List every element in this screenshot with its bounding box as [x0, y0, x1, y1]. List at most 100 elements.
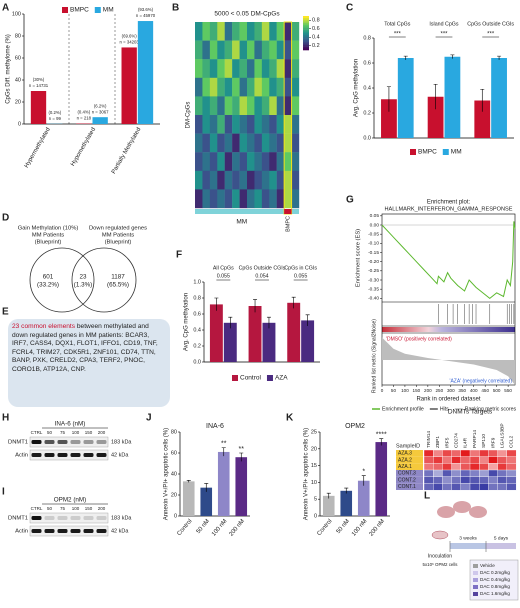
heatmap-cell	[209, 96, 218, 116]
heatmap-cell	[488, 476, 498, 484]
heatmap-cell	[209, 77, 218, 97]
heatmap-cell	[291, 152, 300, 171]
venn-circle	[29, 247, 95, 313]
venn-count: 1187	[111, 274, 125, 281]
positive-label: 'DMSO' (positively correlated)	[386, 336, 452, 342]
heatmap-cell	[506, 469, 517, 478]
colorbar-step	[303, 16, 309, 18]
blot-title: OPM2 (nM)	[54, 497, 87, 504]
heatmap-cell	[451, 463, 462, 471]
y-tick-label: 100	[12, 11, 21, 17]
lane-label: CTRL	[31, 506, 43, 511]
heatmap-cell	[460, 463, 471, 471]
x-tick-label: 300	[447, 388, 455, 393]
y-axis-label: Enrichment score (ES)	[356, 229, 362, 287]
x-tick-label: 100	[401, 388, 409, 393]
y-axis-label: Annexin V+/PI+ apoptotic cells (%)	[304, 428, 310, 520]
heatmap-cell	[217, 170, 225, 190]
heatmap-cell	[217, 133, 225, 153]
heatmap-cell	[261, 152, 270, 171]
bar	[340, 490, 353, 516]
column-label: IRF9	[490, 437, 496, 448]
heatmap-cell	[488, 463, 498, 471]
negative-label: 'AZA' (negatively correlated)	[450, 378, 513, 384]
heatmap-cell	[488, 456, 498, 464]
heatmap-cell	[276, 96, 285, 116]
heatmap-cell	[276, 40, 285, 60]
bar	[427, 96, 444, 138]
value-label: (0.4%)	[78, 110, 91, 115]
y-axis-label: Avg. CpG methylation	[184, 293, 190, 351]
y-tick-label: 10	[311, 480, 317, 486]
description: between methylated and down regulated ge…	[12, 323, 149, 339]
heatmap-cell	[269, 133, 277, 153]
blot-band	[83, 529, 94, 533]
heatmap-cell	[291, 59, 300, 78]
colorbar-step	[303, 41, 309, 44]
x-tick-label: Control	[316, 518, 333, 537]
enrichment-line	[381, 221, 516, 299]
heatmap-cell	[469, 456, 480, 464]
heatmap-cell	[254, 96, 263, 116]
panel-letter: A	[2, 3, 9, 14]
error-bar	[305, 314, 310, 326]
panel-letter: J	[146, 413, 152, 424]
heatmap-cell	[224, 152, 233, 171]
heatmap-cell	[497, 449, 508, 458]
y-tick-label: 0.6	[193, 311, 201, 317]
heatmap-cell	[209, 170, 218, 190]
y-tick-label: 25	[311, 429, 317, 435]
heatmap-cell	[469, 463, 480, 471]
blot-membrane	[29, 436, 109, 448]
y-tick-label: 0.0	[363, 135, 371, 141]
value-label: (6.2%)	[94, 103, 107, 108]
y-axis-label: Avg. CpG methylation	[354, 59, 360, 117]
heatmap-cell	[224, 59, 233, 78]
y-tick-label: 5	[314, 497, 317, 503]
value-label: (69.6%)	[122, 34, 138, 39]
colorbar-step	[303, 39, 309, 42]
heatmap-cell	[276, 189, 285, 209]
heatmap-cell	[497, 483, 508, 491]
venn-label: Down regulated genes	[89, 226, 147, 232]
heatmap-cell	[209, 189, 218, 209]
heatmap-cell	[291, 40, 300, 60]
colorbar-step	[303, 31, 309, 34]
significance: ***	[487, 32, 495, 38]
heatmap-cell	[497, 476, 508, 484]
count-label: n = 34203	[120, 40, 140, 45]
heatmap-cell	[224, 77, 233, 97]
timeline	[450, 543, 486, 549]
heatmap-cell	[497, 456, 508, 464]
legend-label: MM	[103, 7, 114, 14]
heatmap-cell	[195, 77, 203, 97]
colorbar-label: 0.8	[312, 18, 320, 24]
heatmap-cell	[423, 463, 434, 471]
heatmap-cell	[254, 22, 263, 41]
significance: ****	[376, 432, 387, 439]
heatmap-cell	[497, 463, 508, 471]
heatmap-cell	[284, 170, 292, 190]
heatmap-cell	[217, 77, 225, 97]
lane-label: CTRL	[31, 430, 43, 435]
lane-label: 150	[85, 430, 93, 435]
venn-count: (65.5%)	[107, 282, 129, 289]
x-tick-label: Total CpGs	[384, 21, 411, 27]
heatmap-cell	[460, 449, 471, 458]
blot-band	[57, 516, 68, 520]
blot-band	[31, 440, 42, 444]
error-bar	[326, 492, 331, 499]
colorbar-step	[303, 43, 309, 46]
size-label: 42 kDa	[111, 528, 129, 534]
x-tick-label: 100 nM	[351, 518, 368, 537]
p-value: 0.055	[217, 273, 230, 279]
significance: ***	[440, 32, 448, 38]
heatmap-cell	[217, 59, 225, 78]
legend-swatch	[94, 7, 101, 13]
group-label: Vehicle	[480, 563, 495, 568]
legend-label: Ranking metric scores	[465, 406, 517, 412]
error-bar	[386, 86, 391, 112]
heatmap-cell	[232, 59, 240, 78]
colorbar-label: 0.4	[312, 35, 320, 41]
